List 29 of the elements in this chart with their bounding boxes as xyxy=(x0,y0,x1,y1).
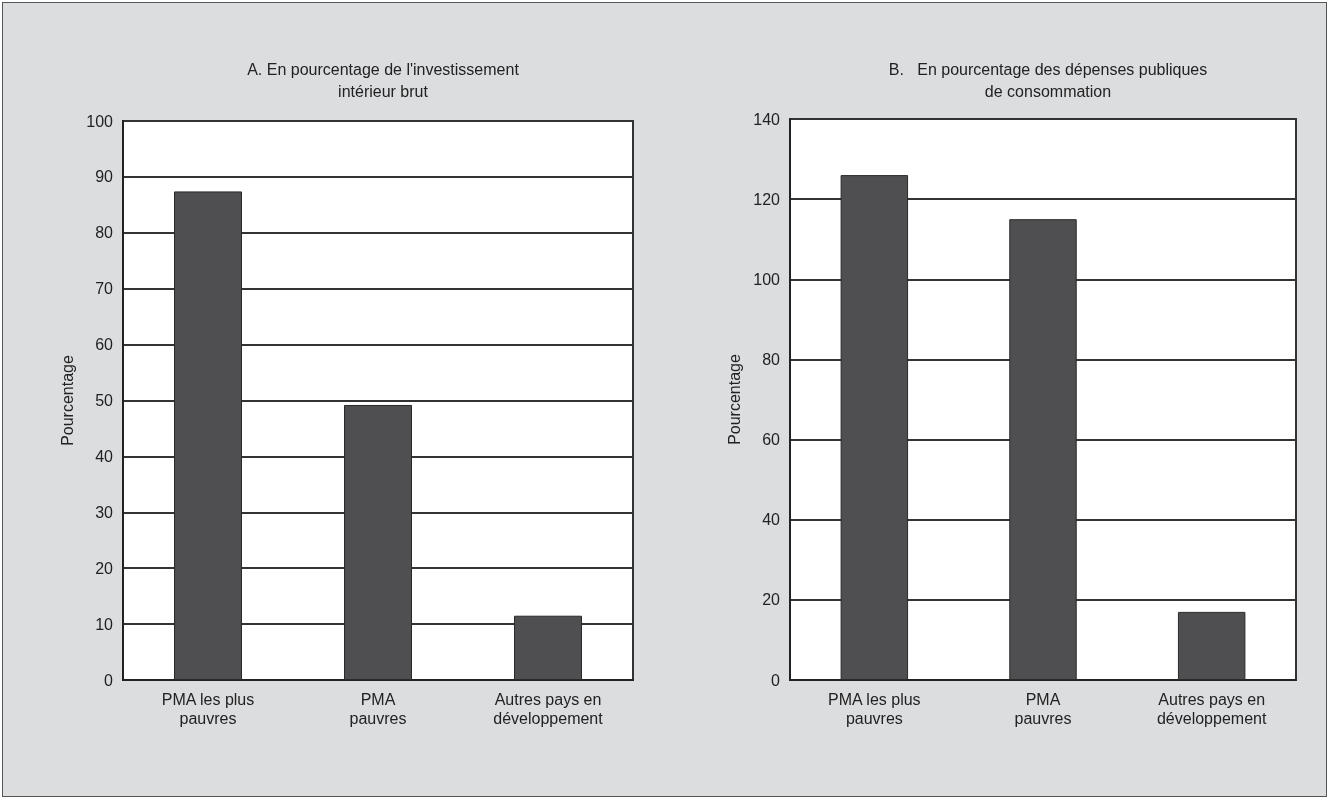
y-tick-label: 90 xyxy=(95,168,114,186)
y-tick-label: 120 xyxy=(753,190,781,208)
y-tick-label: 70 xyxy=(95,280,114,298)
y-tick-label: 60 xyxy=(762,431,781,449)
y-tick-label: 50 xyxy=(95,392,114,409)
x-tick-label: PMA pauvres xyxy=(1014,691,1072,727)
y-tick-label: 10 xyxy=(95,615,114,633)
x-tick-label: Autres pays en développement xyxy=(1156,691,1267,727)
y-tick-label: 20 xyxy=(95,559,114,577)
x-tick-label: PMA les plus pauvres xyxy=(828,691,921,727)
y-tick-label: 100 xyxy=(86,112,114,130)
y-tick-label: 0 xyxy=(104,671,114,689)
y-axis-title: Pourcentage xyxy=(58,355,76,446)
x-tick-label: PMA les plus pauvres xyxy=(161,691,255,727)
y-tick-label: 140 xyxy=(753,110,781,128)
y-tick-label: 40 xyxy=(762,511,781,529)
y-tick-label: 60 xyxy=(95,336,114,354)
y-tick-label: 100 xyxy=(753,270,781,288)
y-tick-label: 80 xyxy=(95,224,114,242)
y-tick-label: 20 xyxy=(762,591,781,609)
y-tick-label: 40 xyxy=(95,447,114,465)
y-tick-label: 80 xyxy=(762,350,781,368)
x-tick-label: Autres pays en développement xyxy=(493,691,604,727)
chart-title: B. En pourcentage des dépenses publiques de consommation xyxy=(888,60,1208,100)
x-tick-label: PMA pauvres xyxy=(349,691,407,727)
y-tick-label: 0 xyxy=(771,671,781,689)
y-tick-label: 30 xyxy=(95,503,114,521)
y-axis-title: Pourcentage xyxy=(725,354,743,445)
chart-title: A. En pourcentage de l'investissement intérieur brut xyxy=(247,60,520,100)
